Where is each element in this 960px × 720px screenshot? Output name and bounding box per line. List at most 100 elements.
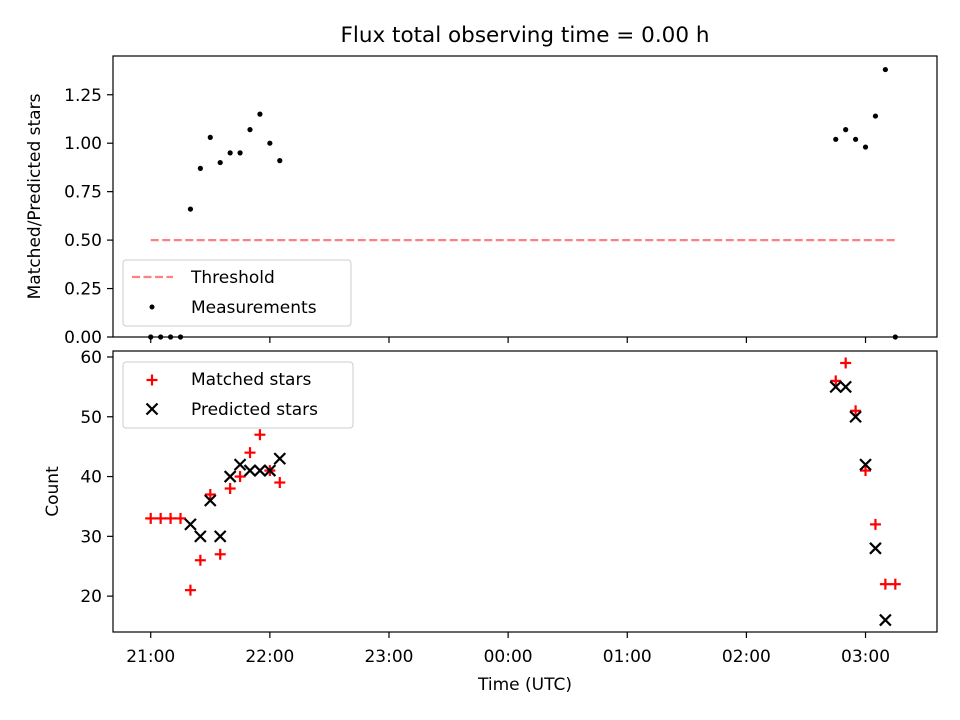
time-x-tick-label-5: 02:00 xyxy=(722,647,771,667)
measurement-point xyxy=(257,111,263,117)
time-x-tick-label-6: 03:00 xyxy=(841,647,890,667)
predicted-stars-point-b xyxy=(273,452,287,465)
legend-measurements-label: Measurements xyxy=(191,298,317,318)
count-y-axis-label: Count xyxy=(43,466,63,517)
legend-matched-label: Matched stars xyxy=(191,370,311,390)
ratio-panel: 0.00 0.25 0.50 0.75 1.00 1.25 Matched/Predict… xyxy=(25,55,938,348)
measurement-point xyxy=(237,150,243,156)
count-plot-frame xyxy=(112,350,938,633)
measurement-point xyxy=(187,206,194,212)
ratio-plot-frame xyxy=(112,55,938,338)
ratio-x-tick-marks xyxy=(150,337,867,343)
ratio-legend-box xyxy=(122,259,352,327)
predicted-stars-point xyxy=(213,530,227,543)
matched-stars-point xyxy=(840,357,852,369)
count-panel: 20 30 40 50 60 21:00 22:00 23:00 00:00 01:00 02:0… xyxy=(43,348,938,695)
measurement-point xyxy=(207,134,213,140)
measurement-series xyxy=(148,66,898,340)
legend-predicted-swatch xyxy=(145,402,159,416)
time-x-axis: 21:00 22:00 23:00 00:00 01:00 02:00 03:00 xyxy=(126,632,890,667)
matched-stars-point xyxy=(234,471,246,483)
matched-stars-point xyxy=(244,447,256,459)
legend-measurements-swatch xyxy=(149,304,155,310)
matched-stars-point xyxy=(879,578,891,590)
measurement-point xyxy=(872,113,879,119)
measurement-point xyxy=(862,144,869,150)
count-y-tick-label-2: 40 xyxy=(80,468,102,488)
measurement-point xyxy=(217,159,223,166)
measurement-point xyxy=(852,136,859,142)
measurement-point xyxy=(833,136,839,142)
measurement-point xyxy=(227,150,233,156)
predicted-stars-point-b xyxy=(223,470,237,483)
predicted-stars-point-b xyxy=(839,380,852,394)
ratio-y-axis-label: Matched/Predicted stars xyxy=(25,93,45,299)
predicted-stars-point xyxy=(859,458,872,471)
measurement-point xyxy=(267,140,273,146)
predicted-stars-point-b xyxy=(263,464,277,477)
matched-stars-point xyxy=(254,429,266,441)
predicted-stars-point xyxy=(879,613,892,627)
time-x-tick-label-2: 23:00 xyxy=(364,647,413,667)
time-x-tick-label-4: 01:00 xyxy=(603,647,652,667)
measurement-point xyxy=(882,66,888,73)
legend-predicted-label: Predicted stars xyxy=(191,400,318,420)
predicted-stars-point xyxy=(263,464,277,477)
legend-cross-mark xyxy=(145,402,159,416)
predicted-stars-point xyxy=(184,518,197,531)
count-y-tick-label-0: 20 xyxy=(80,587,102,607)
matched-stars-point xyxy=(165,512,177,524)
predicted-stars-point-b xyxy=(253,464,267,477)
ratio-y-tick-label-1: 0.25 xyxy=(64,280,102,300)
predicted-stars-point xyxy=(849,410,862,424)
predicted-stars-point xyxy=(253,464,267,477)
matched-stars-point xyxy=(224,483,236,495)
ratio-y-tick-label-4: 1.00 xyxy=(64,134,102,154)
predicted-stars-point-b xyxy=(829,380,843,394)
predicted-stars-point xyxy=(869,542,882,555)
predicted-stars-point xyxy=(233,458,247,471)
predicted-stars-point-b xyxy=(849,410,862,424)
predicted-stars-point-b xyxy=(233,458,247,471)
predicted-stars-point-b xyxy=(243,464,257,477)
matched-stars-point xyxy=(184,584,196,596)
count-y-tick-label-1: 30 xyxy=(80,527,102,547)
matched-stars-point xyxy=(204,488,216,500)
predicted-stars-point-b xyxy=(859,458,872,471)
predicted-stars-point-b xyxy=(879,613,892,627)
legend-threshold-label: Threshold xyxy=(190,268,275,288)
matched-stars-point xyxy=(869,518,881,530)
ratio-legend: Threshold Measurements xyxy=(122,259,352,327)
ratio-y-tick-label-0: 0.00 xyxy=(64,328,102,348)
matched-stars-point xyxy=(175,512,187,524)
count-y-tick-label-3: 50 xyxy=(80,408,102,428)
predicted-stars-point xyxy=(204,494,217,507)
time-x-axis-label: Time (UTC) xyxy=(477,675,572,695)
predicted-stars-point-b xyxy=(213,530,227,543)
chart-title: Flux total observing time = 0.00 h xyxy=(341,23,710,48)
count-y-axis: 20 30 40 50 60 xyxy=(80,348,113,607)
ratio-y-axis: 0.00 0.25 0.50 0.75 1.00 1.25 xyxy=(64,86,113,348)
matched-stars-point xyxy=(850,405,862,417)
time-x-tick-label-1: 22:00 xyxy=(245,647,294,667)
predicted-stars-point xyxy=(223,470,237,483)
matched-stars-point xyxy=(194,554,206,566)
predicted-stars-point xyxy=(273,452,287,465)
legend-plus-mark xyxy=(146,374,158,386)
predicted-stars-point-b xyxy=(194,530,207,543)
legend-cross-mark-b xyxy=(145,402,159,416)
matched-stars-series xyxy=(145,357,901,596)
count-legend-box xyxy=(122,361,354,429)
matched-stars-point xyxy=(889,578,901,590)
time-x-tick-label-0: 21:00 xyxy=(126,647,175,667)
matched-stars-point xyxy=(214,548,226,560)
ratio-y-tick-label-5: 1.25 xyxy=(64,86,102,106)
predicted-stars-series xyxy=(184,380,892,627)
predicted-stars-point xyxy=(243,464,257,477)
predicted-stars-point-b xyxy=(204,494,217,507)
legend-matched-swatch xyxy=(146,374,158,386)
measurement-point xyxy=(277,158,283,164)
matched-stars-point xyxy=(155,512,167,524)
count-y-tick-label-4: 60 xyxy=(80,348,102,368)
